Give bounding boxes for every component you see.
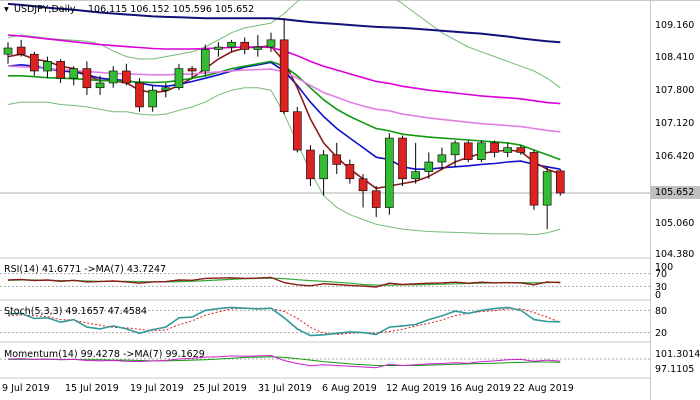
date-label: 19 Jul 2019 <box>130 383 184 394</box>
price-label: 108.410 <box>655 52 695 63</box>
candle-body <box>214 46 223 50</box>
price-label: 107.800 <box>655 85 695 96</box>
candle-body <box>437 154 447 163</box>
ohlc-readout: 106.115 106.152 105.596 105.652 <box>88 4 255 15</box>
stoch-scale-label: 80 <box>655 306 668 317</box>
candle-body <box>174 68 184 89</box>
candle-body <box>279 39 289 113</box>
rsi-scale-label: 100 <box>655 262 674 273</box>
stoch-header: Stoch(5,3,3) 49.1657 47.4584 <box>4 306 148 317</box>
candle-body <box>161 87 171 91</box>
date-label: 31 Jul 2019 <box>258 383 312 394</box>
stoch-scale-label: 20 <box>655 328 668 339</box>
candle-body <box>332 154 342 165</box>
candle-body <box>358 178 368 192</box>
candle-body <box>82 68 92 89</box>
candle-body <box>542 171 552 206</box>
candle-body <box>227 41 236 48</box>
date-label: 12 Aug 2019 <box>386 383 447 394</box>
rsi-scale-label: 0 <box>655 290 662 301</box>
candle-body <box>56 61 65 79</box>
candle-body <box>516 147 526 153</box>
momentum-scale-label: 101.3014 <box>655 349 700 360</box>
candle-body <box>477 142 486 160</box>
candle-body <box>398 137 407 180</box>
candle-body <box>69 68 79 79</box>
symbol-label: USDJPY,Daily <box>14 4 76 15</box>
candle-body <box>200 49 210 72</box>
candle-body <box>240 41 249 50</box>
candle-body <box>95 82 105 89</box>
candle-body <box>450 142 460 156</box>
current-price-badge: 105.652 <box>651 186 700 199</box>
date-label: 9 Jul 2019 <box>2 383 50 394</box>
candle-body <box>345 164 355 180</box>
candle-body <box>135 82 144 108</box>
candle-body <box>411 171 420 180</box>
rsi-scale-label: 70 <box>655 269 668 280</box>
candle-body <box>555 170 565 194</box>
candle-body <box>253 46 263 50</box>
candle-body <box>306 149 315 180</box>
candle-body <box>463 142 473 160</box>
price-label: 109.160 <box>655 20 695 31</box>
price-label: 106.420 <box>655 151 695 162</box>
candle-body <box>292 111 302 151</box>
candle-body <box>148 89 157 108</box>
momentum-line <box>7 354 561 369</box>
date-label: 16 Aug 2019 <box>450 383 511 394</box>
candle-body <box>43 61 52 72</box>
candle-body <box>108 70 118 84</box>
price-label: 105.060 <box>655 218 695 229</box>
candle-body <box>3 47 13 55</box>
date-label: 25 Jul 2019 <box>193 383 247 394</box>
candle-body <box>266 39 276 48</box>
date-label: 22 Aug 2019 <box>513 383 574 394</box>
price-axis-divider <box>650 0 651 400</box>
rsi-header: RSI(14) 41.6771 ->MA(7) 43.7247 <box>4 264 167 275</box>
candle-body <box>16 46 26 55</box>
candle-body <box>319 154 328 180</box>
candle-body <box>529 152 539 206</box>
candle-body <box>187 68 197 72</box>
candle-body <box>424 161 434 172</box>
candle-body <box>122 70 131 84</box>
candle-body <box>371 190 381 208</box>
price-label: 107.120 <box>655 118 695 129</box>
candle-body <box>29 53 39 72</box>
momentum-scale-label: 97.1105 <box>655 364 695 375</box>
momentum-ma-line <box>8 356 561 366</box>
date-label: 6 Aug 2019 <box>322 383 377 394</box>
price-label: 104.380 <box>655 249 695 260</box>
stoch-main-line <box>7 306 561 337</box>
date-label: 15 Jul 2019 <box>65 383 119 394</box>
momentum-header: Momentum(14) 99.4278 ->MA(7) 99.1629 <box>4 349 205 360</box>
symbol-triangle-icon: ▾ <box>4 4 9 15</box>
candle-body <box>385 137 394 208</box>
candle-body <box>490 142 499 153</box>
rsi-scale-label: 30 <box>655 282 668 293</box>
candle-body <box>503 147 513 153</box>
rsi-line <box>7 276 561 288</box>
